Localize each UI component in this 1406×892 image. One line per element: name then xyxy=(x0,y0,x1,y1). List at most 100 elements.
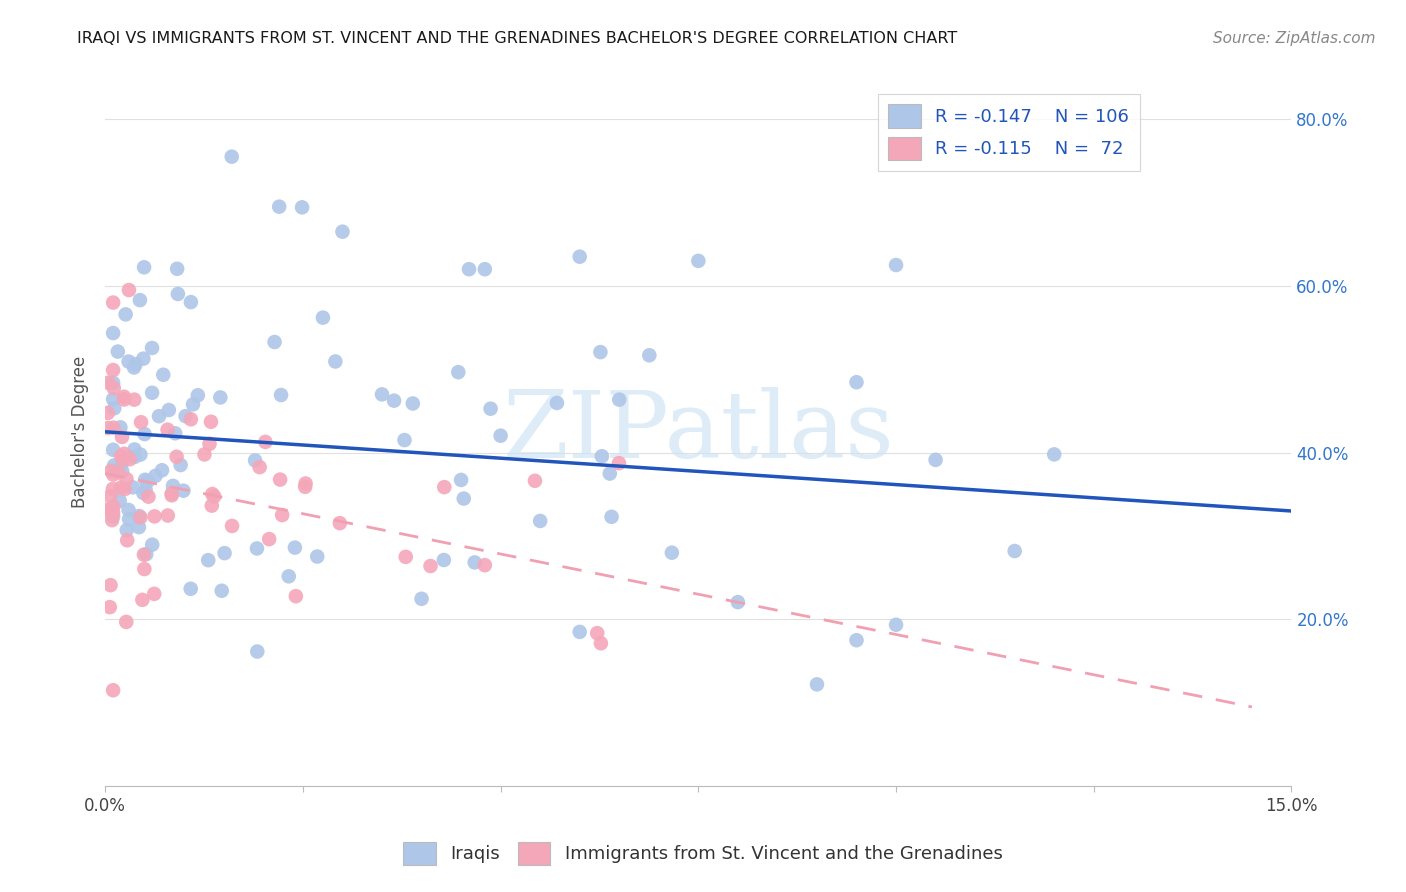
Point xyxy=(132,260,155,275)
Point xyxy=(221,519,243,533)
Point xyxy=(599,467,621,481)
Point xyxy=(124,442,146,457)
Point xyxy=(160,487,183,501)
Point xyxy=(166,261,188,276)
Point xyxy=(108,494,131,508)
Point xyxy=(198,437,221,451)
Point xyxy=(214,546,236,560)
Point xyxy=(101,363,124,377)
Point xyxy=(117,354,139,368)
Point xyxy=(270,388,292,402)
Point xyxy=(141,341,163,355)
Point xyxy=(453,491,475,506)
Point xyxy=(263,334,285,349)
Point xyxy=(201,487,224,501)
Point xyxy=(124,357,146,371)
Point xyxy=(419,559,441,574)
Point xyxy=(447,365,470,379)
Point xyxy=(115,615,138,629)
Point xyxy=(111,452,134,467)
Point xyxy=(325,354,347,368)
Point xyxy=(128,508,150,523)
Point xyxy=(479,401,502,416)
Point xyxy=(132,486,155,500)
Point xyxy=(103,458,125,473)
Point xyxy=(143,509,166,524)
Point xyxy=(193,447,215,461)
Point xyxy=(117,503,139,517)
Point xyxy=(806,677,828,691)
Point xyxy=(727,595,749,609)
Point xyxy=(277,569,299,583)
Point xyxy=(107,465,129,479)
Point xyxy=(122,360,145,375)
Point xyxy=(600,509,623,524)
Point xyxy=(284,589,307,603)
Point xyxy=(114,482,136,496)
Text: IRAQI VS IMMIGRANTS FROM ST. VINCENT AND THE GRENADINES BACHELOR'S DEGREE CORREL: IRAQI VS IMMIGRANTS FROM ST. VINCENT AND… xyxy=(77,31,957,46)
Point xyxy=(134,427,156,442)
Point xyxy=(1004,544,1026,558)
Point xyxy=(141,538,163,552)
Point xyxy=(101,506,124,520)
Point xyxy=(1043,447,1066,461)
Point xyxy=(382,393,405,408)
Point xyxy=(489,428,512,442)
Point xyxy=(884,617,907,632)
Point xyxy=(111,464,134,478)
Point xyxy=(169,458,191,472)
Point xyxy=(101,482,124,496)
Point xyxy=(661,546,683,560)
Point xyxy=(101,392,124,406)
Point xyxy=(269,200,291,214)
Point xyxy=(884,258,907,272)
Point xyxy=(157,403,180,417)
Point xyxy=(433,553,456,567)
Point xyxy=(143,587,166,601)
Point xyxy=(607,456,630,470)
Point xyxy=(201,499,224,513)
Point xyxy=(523,474,546,488)
Point xyxy=(638,348,661,362)
Point xyxy=(118,452,141,467)
Point xyxy=(474,558,496,573)
Point xyxy=(197,553,219,567)
Point xyxy=(166,450,188,464)
Point xyxy=(118,512,141,526)
Point xyxy=(98,489,121,503)
Point xyxy=(181,397,204,411)
Point xyxy=(101,509,124,524)
Point xyxy=(312,310,335,325)
Point xyxy=(307,549,329,564)
Point xyxy=(97,406,120,420)
Point xyxy=(162,479,184,493)
Point xyxy=(100,578,122,592)
Point xyxy=(103,500,125,514)
Point xyxy=(136,474,159,488)
Point xyxy=(474,262,496,277)
Point xyxy=(209,391,232,405)
Point xyxy=(167,287,190,301)
Point xyxy=(271,508,294,522)
Point xyxy=(103,381,125,395)
Point xyxy=(131,592,153,607)
Point xyxy=(589,636,612,650)
Point xyxy=(464,556,486,570)
Point xyxy=(150,463,173,477)
Point xyxy=(568,250,591,264)
Point xyxy=(121,480,143,494)
Point xyxy=(145,468,167,483)
Point xyxy=(211,583,233,598)
Point xyxy=(111,430,134,444)
Y-axis label: Bachelor's Degree: Bachelor's Degree xyxy=(72,356,89,508)
Point xyxy=(450,473,472,487)
Point xyxy=(132,351,155,366)
Point xyxy=(135,483,157,497)
Point xyxy=(294,476,316,491)
Point xyxy=(294,480,316,494)
Point xyxy=(110,481,132,495)
Point xyxy=(118,283,141,297)
Point xyxy=(607,392,630,407)
Point xyxy=(586,626,609,640)
Point xyxy=(180,582,202,596)
